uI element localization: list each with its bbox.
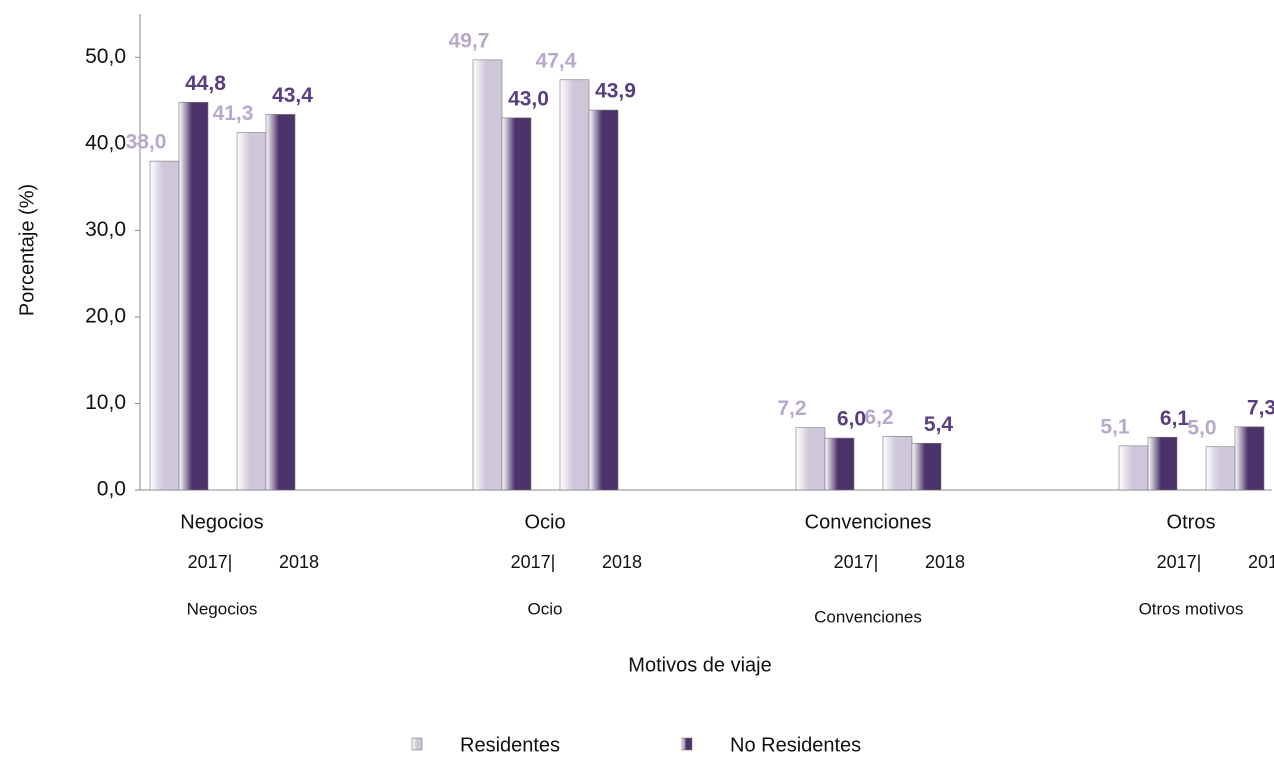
value-label: 7,2 — [777, 397, 806, 420]
value-label: 44,8 — [185, 72, 226, 95]
bar — [149, 160, 180, 491]
bar — [1118, 445, 1149, 491]
y-axis-label: Porcentaje (%) — [16, 184, 38, 316]
value-label: 38,0 — [126, 131, 167, 154]
legend-label: Residentes — [460, 734, 560, 756]
year-label: 2017| — [188, 552, 233, 572]
bar — [1147, 436, 1178, 491]
group-label: Otros — [1167, 511, 1216, 533]
group-sublabel: Otros motivos — [1139, 599, 1244, 618]
year-label: 2018 — [279, 552, 319, 572]
value-label: 6,2 — [864, 406, 893, 429]
value-label: 49,7 — [449, 29, 490, 52]
bar — [911, 442, 942, 491]
value-label: 43,0 — [508, 87, 549, 110]
group-sublabel: Ocio — [528, 599, 563, 618]
bar — [824, 437, 855, 491]
bar — [265, 114, 296, 491]
year-label: 2017| — [834, 552, 879, 572]
year-label: 2018 — [925, 552, 965, 572]
value-label: 43,9 — [595, 80, 636, 103]
bar — [559, 79, 590, 491]
y-tick-label: 30,0 — [85, 218, 126, 241]
group-label: Negocios — [180, 511, 263, 533]
value-label: 6,1 — [1160, 407, 1190, 430]
group-label: Convenciones — [805, 511, 932, 533]
group-label: Ocio — [524, 511, 565, 533]
year-label: 2018 — [1248, 552, 1274, 572]
y-tick-label: 50,0 — [85, 45, 126, 68]
x-axis-label: Motivos de viaje — [628, 654, 771, 676]
group-sublabel: Convenciones — [814, 607, 922, 626]
value-label: 43,4 — [272, 84, 313, 107]
value-label: 41,3 — [213, 102, 254, 125]
value-label: 5,0 — [1187, 416, 1216, 439]
year-label: 2017| — [511, 552, 556, 572]
legend-swatch — [411, 737, 423, 751]
bar — [472, 59, 503, 491]
y-tick-label: 40,0 — [85, 131, 126, 154]
year-label: 2018 — [602, 552, 642, 572]
bar — [501, 117, 532, 491]
bar — [178, 101, 209, 491]
bar — [236, 132, 267, 491]
y-tick-label: 10,0 — [85, 391, 126, 414]
bar — [795, 427, 826, 491]
y-tick-label: 20,0 — [85, 304, 126, 327]
legend-label: No Residentes — [730, 734, 861, 756]
value-label: 5,4 — [924, 413, 954, 436]
value-label: 7,3 — [1247, 396, 1274, 419]
year-label: 2017| — [1157, 552, 1202, 572]
value-label: 6,0 — [837, 408, 866, 431]
value-label: 5,1 — [1100, 415, 1130, 438]
bar — [588, 109, 619, 491]
bar — [882, 436, 913, 491]
legend-swatch — [681, 737, 693, 751]
value-label: 47,4 — [536, 49, 577, 72]
group-sublabel: Negocios — [187, 599, 258, 618]
bar — [1205, 446, 1236, 491]
bar — [1234, 426, 1265, 491]
y-tick-label: 0,0 — [97, 478, 126, 501]
